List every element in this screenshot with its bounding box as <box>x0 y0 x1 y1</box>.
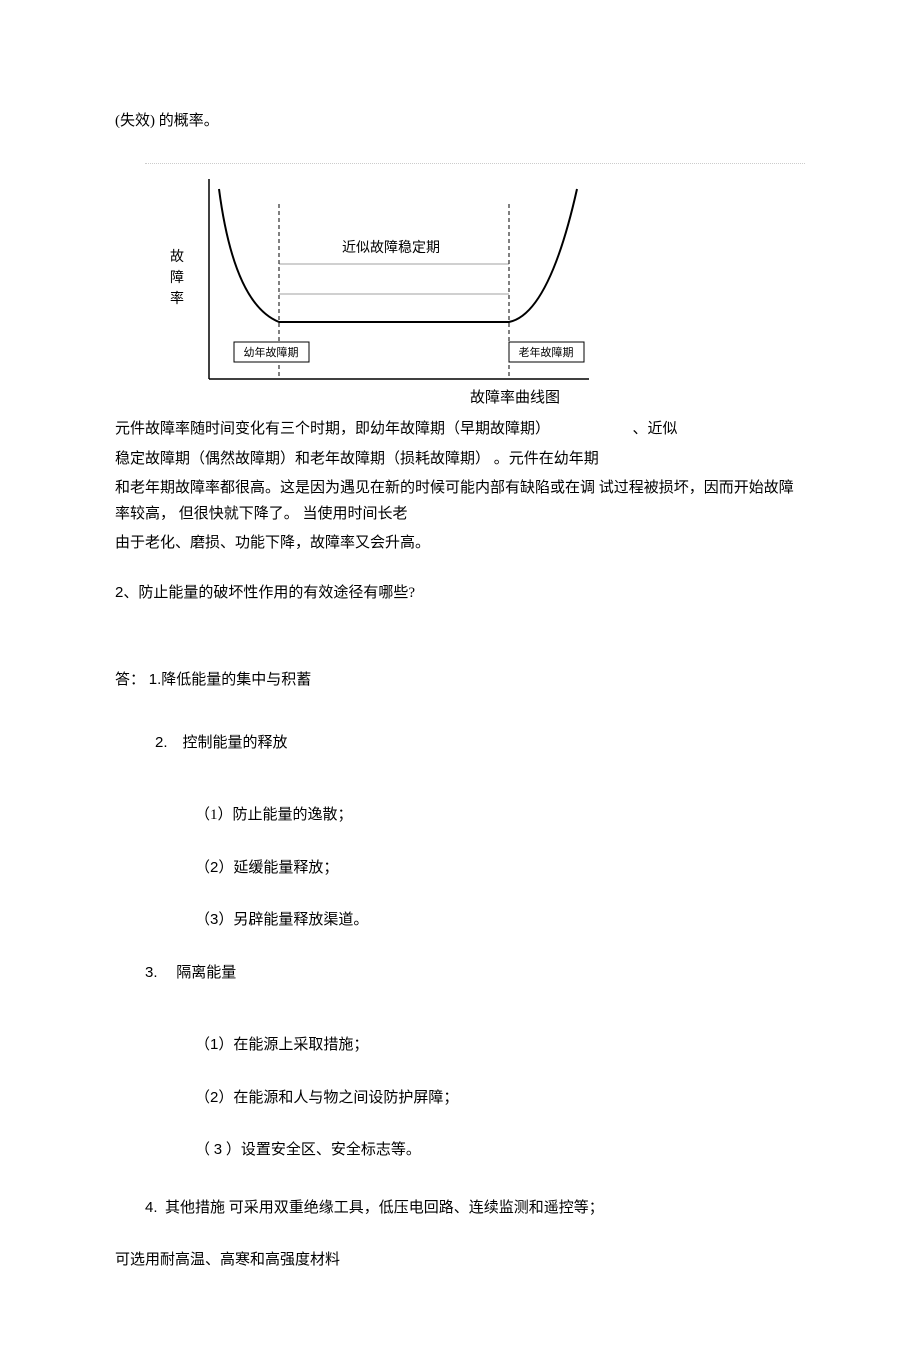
sub3-2-num-close: ） <box>218 1090 233 1106</box>
para-line-3: 和老年期故障率都很高。这是因为遇见在新的时候可能内部有缺陷或在调 试过程被损坏，… <box>115 476 805 527</box>
q2-text: 、防止能量的破坏性作用的有效途径有哪些? <box>123 585 415 601</box>
bathtub-curve-svg: 近似故障稳定期 幼年故障期 老年故障期 <box>199 174 594 384</box>
answer-item-1: 答： 1.降低能量的集中与积蓄 <box>115 669 805 692</box>
item3-text: 隔离能量 <box>176 965 236 981</box>
para-line-1: 元件故障率随时间变化有三个时期，即幼年故障期（早期故障期） 、近似 <box>115 417 805 443</box>
sub-item-2-1: （1）防止能量的逸散； <box>195 804 805 827</box>
sub2-1-num: （1） <box>195 807 233 823</box>
para-line-4: 由于老化、磨损、功能下降，故障率又会升高。 <box>115 531 805 557</box>
sub3-1-text: 在能源上采取措施； <box>233 1037 368 1053</box>
explanation-paragraph: 元件故障率随时间变化有三个时期，即幼年故障期（早期故障期） 、近似 稳定故障期（… <box>115 417 805 557</box>
sub3-3-num-open: （ <box>195 1142 210 1158</box>
answer-prefix: 答： <box>115 672 145 688</box>
answer-item-3: 3. 隔离能量 <box>145 962 805 985</box>
sub2-2-text: 延缓能量释放； <box>233 860 338 876</box>
item3-number: 3. <box>145 964 158 981</box>
y-axis-label: 故 障 率 <box>145 174 199 384</box>
sub2-3-num-open: （ <box>195 912 210 928</box>
sub3-2-text: 在能源和人与物之间设防护屏障； <box>233 1090 458 1106</box>
item4-text: 其他措施 可采用双重绝缘工具，低压电回路、连续监测和遥控等； <box>165 1200 604 1216</box>
sub2-1-text: 防止能量的逸散； <box>233 807 353 823</box>
y-label-char-1: 故 <box>170 247 184 268</box>
sub3-1-num-close: ） <box>218 1037 233 1053</box>
sub2-2-num-close: ） <box>218 860 233 876</box>
bathtub-chart: 故 障 率 近似故障稳定期 幼年故障期 老年故障期 故障率曲线 <box>145 163 805 410</box>
right-box-label: 老年故障期 <box>519 345 574 359</box>
sub3-3-text: 设置安全区、安全标志等。 <box>241 1142 421 1158</box>
sub3-3-digit: 3 <box>214 1141 222 1158</box>
center-label: 近似故障稳定期 <box>342 240 440 256</box>
sub3-1-num-open: （ <box>195 1037 210 1053</box>
answer-item-2: 2. 控制能量的释放 <box>155 732 805 755</box>
sub2-2-num-open: （ <box>195 860 210 876</box>
sub-item-3-1: （1）在能源上采取措施； <box>195 1034 805 1057</box>
final-line: 可选用耐高温、高寒和高强度材料 <box>115 1249 805 1272</box>
item2-text: 控制能量的释放 <box>183 735 288 751</box>
ans1-text: 降低能量的集中与积蓄 <box>161 672 311 688</box>
item4-number: 4. <box>145 1199 158 1216</box>
top-line-text: (失效) 的概率。 <box>115 110 805 133</box>
left-box-label: 幼年故障期 <box>244 345 299 359</box>
chart-caption: 故障率曲线图 <box>225 387 805 410</box>
item2-number: 2. <box>155 734 168 751</box>
question-2: 2、防止能量的破坏性作用的有效途径有哪些? <box>115 582 805 605</box>
sub2-3-num-close: ） <box>218 912 233 928</box>
para-line-2: 稳定故障期（偶然故障期）和老年故障期（损耗故障期） 。元件在幼年期 <box>115 447 805 473</box>
ans1-number: 1. <box>149 671 162 688</box>
sub-item-2-3: （3）另辟能量释放渠道。 <box>195 909 805 932</box>
y-label-char-2: 障 <box>170 268 184 289</box>
sub3-2-num-open: （ <box>195 1090 210 1106</box>
sub-item-3-3: （ 3 ）设置安全区、安全标志等。 <box>195 1139 805 1162</box>
sub-item-2-2: （2）延缓能量释放； <box>195 857 805 880</box>
sub-item-3-2: （2）在能源和人与物之间设防护屏障； <box>195 1087 805 1110</box>
sub2-3-text: 另辟能量释放渠道。 <box>233 912 368 928</box>
y-label-char-3: 率 <box>170 289 184 310</box>
answer-item-4: 4. 其他措施 可采用双重绝缘工具，低压电回路、连续监测和遥控等； <box>145 1197 805 1220</box>
sub3-3-num-close: ） <box>226 1142 241 1158</box>
